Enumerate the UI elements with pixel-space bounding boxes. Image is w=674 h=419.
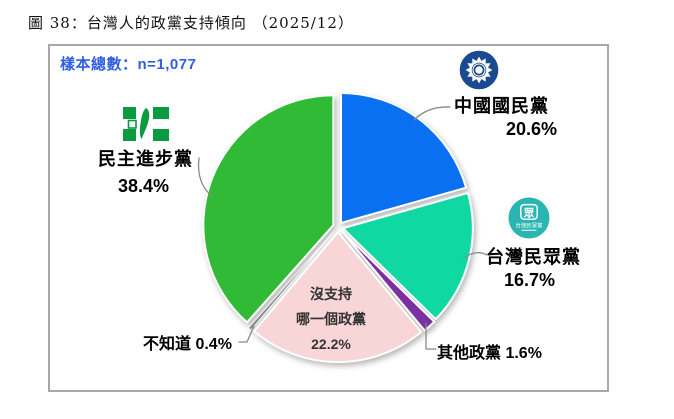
leader-lines <box>197 106 488 350</box>
tpp-glyph: 眾 <box>523 207 535 219</box>
dk-label: 不知道 0.4% <box>143 336 232 353</box>
leader-other <box>425 322 437 350</box>
sample-size-label: 樣本總數：n=1,077 <box>60 56 197 73</box>
pie-chart <box>197 92 488 363</box>
leader-tpp <box>463 251 488 259</box>
leader-dpp <box>197 157 214 198</box>
pie-slice-none <box>253 231 423 363</box>
pie-slice-other <box>340 229 436 332</box>
pie-slice-dpp <box>202 94 335 324</box>
pie-slice-kmt <box>340 92 468 225</box>
dpp-flag-emblem-icon <box>122 106 170 142</box>
leader-dk <box>238 325 255 343</box>
tpp-circle-emblem-icon: 眾 台灣民眾黨 <box>508 197 550 239</box>
pie-slice-dk <box>247 230 336 331</box>
dpp-label: 民主進步黨 <box>98 149 193 169</box>
kmt-label: 中國國民黨 <box>454 96 549 116</box>
kmt-pct: 20.6% <box>506 119 558 139</box>
leader-kmt <box>413 106 451 121</box>
tpp-pct: 16.7% <box>504 270 556 290</box>
no-party-pct: 22.2% <box>311 336 351 352</box>
tpp-label: 台灣民眾黨 <box>486 247 581 267</box>
other-label: 其他政黨 1.6% <box>437 345 542 362</box>
pie-slice-tpp <box>341 191 474 321</box>
no-party-line1: 沒支持 <box>310 286 352 302</box>
kmt-sun-emblem-icon <box>459 50 499 90</box>
no-party-line2: 哪一個政黨 <box>296 311 366 327</box>
dpp-pct: 38.4% <box>118 176 170 196</box>
tpp-logo-text: 台灣民眾黨 <box>516 222 544 230</box>
figure-title: 圖 38：台灣人的政黨支持傾向 （2025/12） <box>28 14 354 32</box>
chart-panel: 樣本總數：n=1,077 眾 台灣民眾黨 <box>48 44 609 392</box>
no-party-label: 沒支持 哪一個政黨 22.2% <box>271 282 391 357</box>
